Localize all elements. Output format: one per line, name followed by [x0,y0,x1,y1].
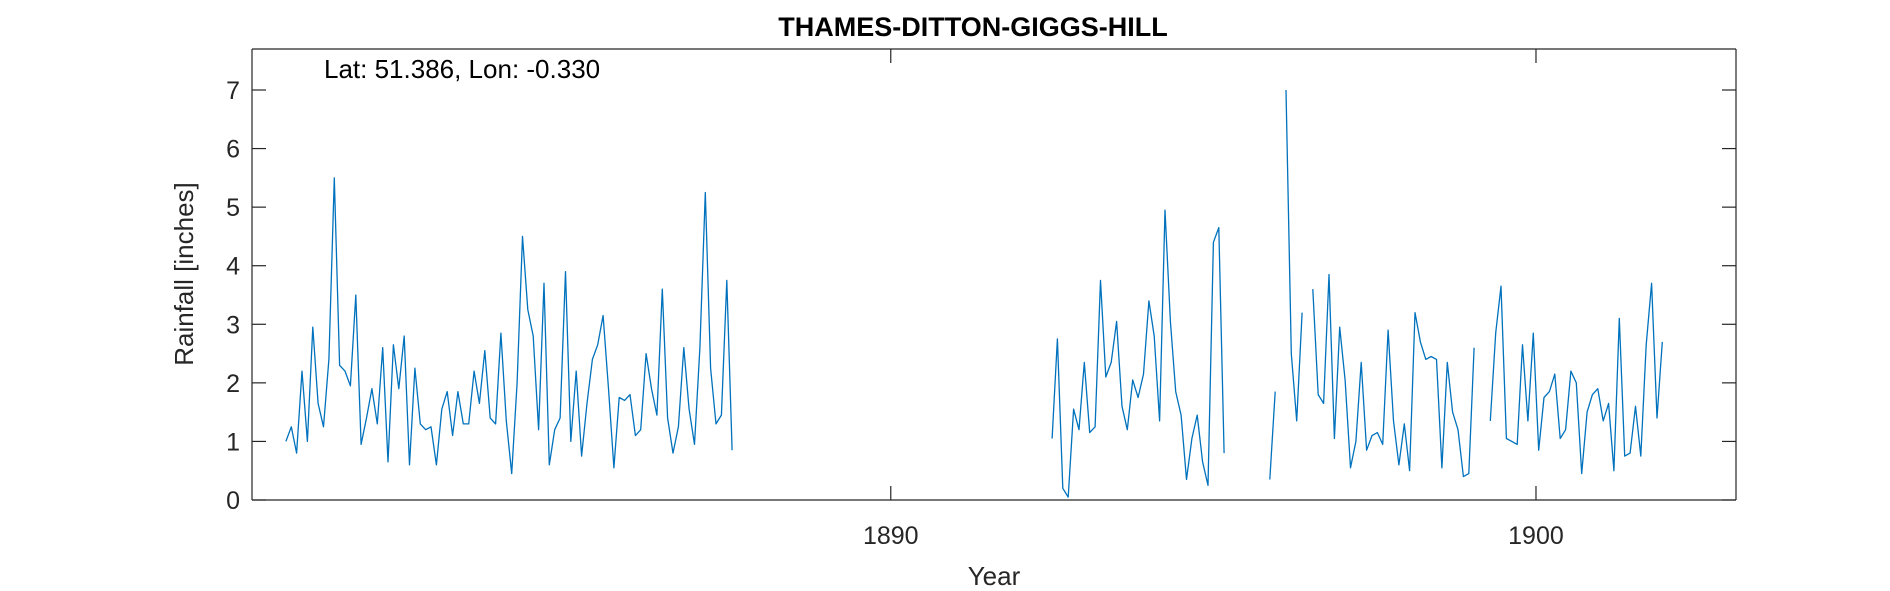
y-tick-label: 7 [226,77,240,105]
y-tick-label: 5 [226,194,240,222]
x-tick-label: 1900 [1508,522,1564,550]
y-tick-label: 4 [226,253,240,281]
rainfall-series-line [1312,273,1475,478]
rainfall-series-line [1285,89,1303,422]
rainfall-series-line [285,177,733,475]
y-tick-label: 6 [226,136,240,164]
y-tick-label: 0 [226,487,240,515]
series-layer [285,89,1663,498]
plot-area [252,49,1736,500]
y-tick-label: 1 [226,428,240,456]
y-tick-label: 2 [226,370,240,398]
rainfall-series-line [1269,391,1276,480]
y-tick-label: 3 [226,311,240,339]
rainfall-series-line [1489,282,1663,475]
x-axis-label: Year [968,561,1021,591]
ticks-layer: 0 1 2 3 4 5 6 7 1890 1900 [226,49,1736,550]
x-tick-label: 1890 [863,522,919,550]
location-annotation: Lat: 51.386, Lon: -0.330 [324,54,600,84]
rainfall-series-line [1051,209,1225,498]
chart-title: THAMES-DITTON-GIGGS-HILL [778,12,1167,42]
y-axis-label: Rainfall [inches] [169,182,199,366]
